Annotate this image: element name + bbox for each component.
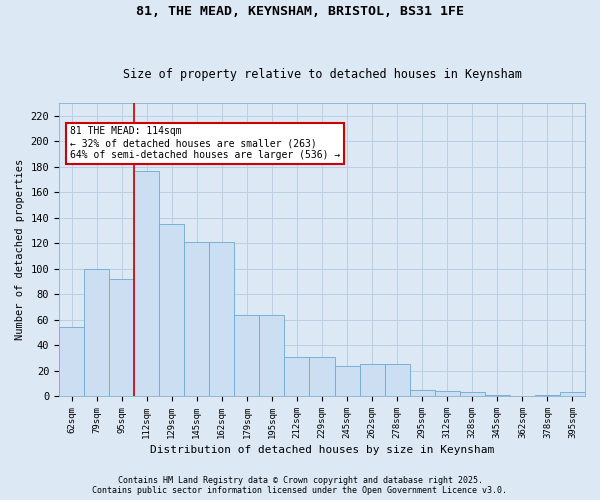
Bar — [385, 364, 410, 396]
Bar — [159, 224, 184, 396]
Text: 81 THE MEAD: 114sqm
← 32% of detached houses are smaller (263)
64% of semi-detac: 81 THE MEAD: 114sqm ← 32% of detached ho… — [70, 126, 340, 160]
Bar — [109, 279, 134, 396]
Bar — [59, 328, 84, 396]
Text: 81, THE MEAD, KEYNSHAM, BRISTOL, BS31 1FE: 81, THE MEAD, KEYNSHAM, BRISTOL, BS31 1F… — [136, 5, 464, 18]
Bar — [485, 395, 510, 396]
Bar — [284, 356, 310, 396]
Text: Contains HM Land Registry data © Crown copyright and database right 2025.
Contai: Contains HM Land Registry data © Crown c… — [92, 476, 508, 495]
Bar — [235, 314, 259, 396]
X-axis label: Distribution of detached houses by size in Keynsham: Distribution of detached houses by size … — [150, 445, 494, 455]
Bar — [410, 390, 435, 396]
Bar — [535, 395, 560, 396]
Bar — [209, 242, 235, 396]
Bar — [460, 392, 485, 396]
Y-axis label: Number of detached properties: Number of detached properties — [15, 159, 25, 340]
Bar — [259, 314, 284, 396]
Bar — [335, 366, 359, 396]
Bar — [310, 356, 335, 396]
Title: Size of property relative to detached houses in Keynsham: Size of property relative to detached ho… — [122, 68, 521, 81]
Bar — [359, 364, 385, 396]
Bar — [84, 268, 109, 396]
Bar — [435, 391, 460, 396]
Bar — [134, 170, 159, 396]
Bar — [184, 242, 209, 396]
Bar — [560, 392, 585, 396]
